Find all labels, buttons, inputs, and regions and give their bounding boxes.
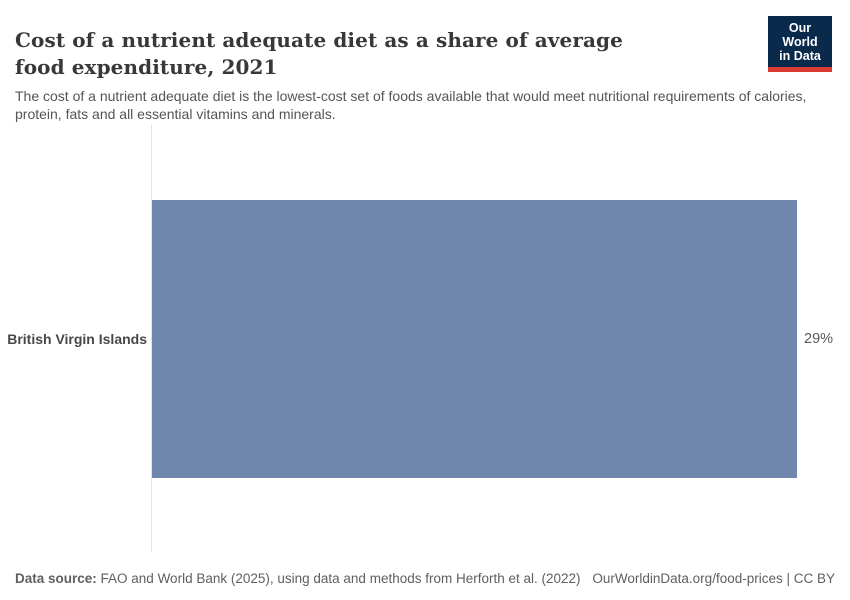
owid-logo-line2: in Data xyxy=(779,49,821,63)
bar-british-virgin-islands[interactable] xyxy=(152,200,797,478)
entity-label: British Virgin Islands xyxy=(7,331,147,347)
owid-logo[interactable]: Our World in Data xyxy=(768,16,832,72)
chart-title: Cost of a nutrient adequate diet as a sh… xyxy=(15,28,623,80)
owid-logo-line1: Our World xyxy=(782,21,818,49)
data-source: Data source: FAO and World Bank (2025), … xyxy=(15,571,581,586)
data-source-text: FAO and World Bank (2025), using data an… xyxy=(96,571,581,586)
y-axis-line xyxy=(151,125,152,552)
chart-footer: Data source: FAO and World Bank (2025), … xyxy=(15,571,835,586)
chart-subtitle: The cost of a nutrient adequate diet is … xyxy=(15,88,807,122)
value-label: 29% xyxy=(804,331,834,347)
data-source-label: Data source: xyxy=(15,571,97,586)
credit-link[interactable]: OurWorldinData.org/food-prices | CC BY xyxy=(592,571,835,586)
